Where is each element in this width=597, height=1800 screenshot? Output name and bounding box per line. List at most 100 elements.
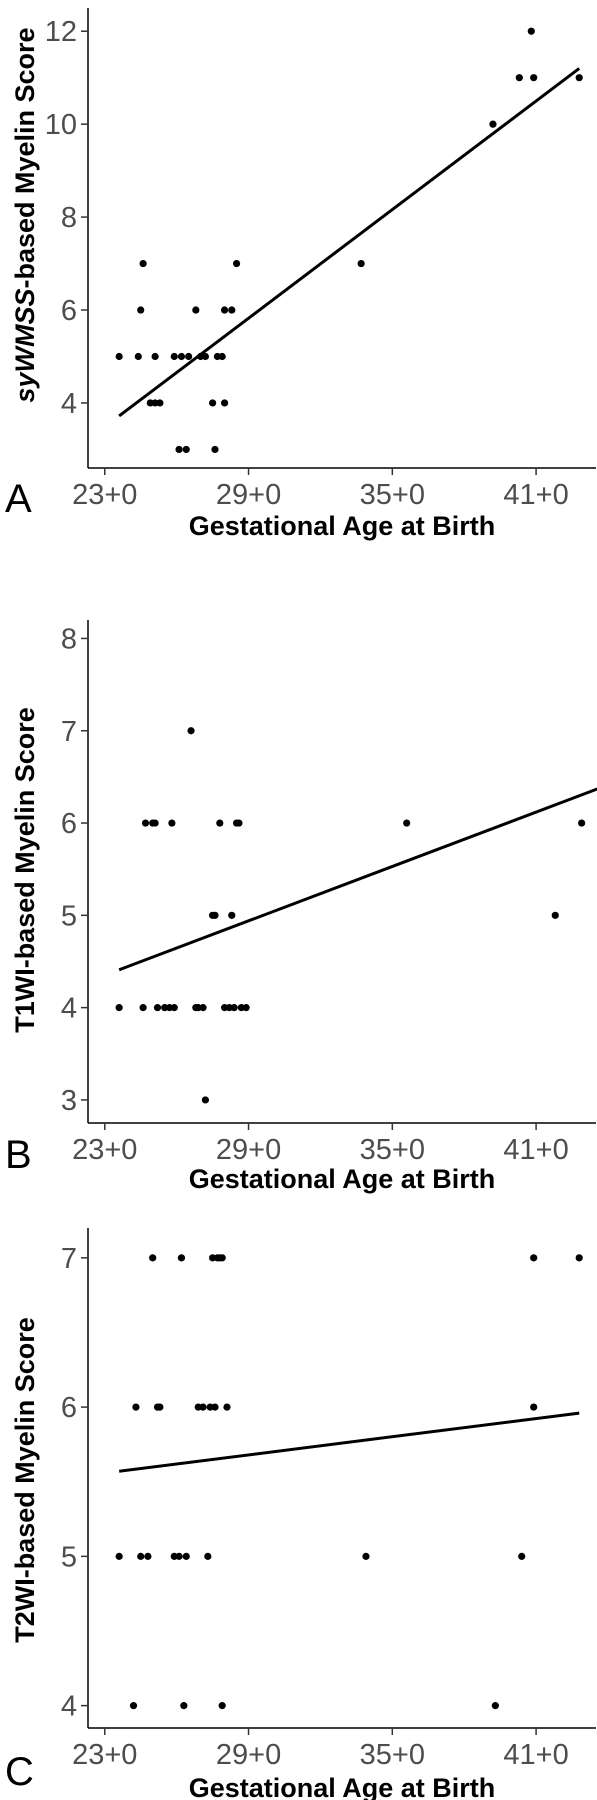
data-point — [220, 306, 229, 314]
x-tick-label: 29+0 — [216, 479, 281, 511]
y-axis-title: syWMSS-based Myelin Score — [10, 27, 40, 402]
data-point — [199, 1004, 207, 1012]
data-point — [115, 352, 123, 361]
data-point — [201, 352, 210, 361]
y-tick-label: 4 — [61, 1691, 77, 1723]
data-point — [139, 259, 147, 268]
data-point — [115, 1004, 123, 1012]
panel-letter: B — [5, 1133, 32, 1177]
y-tick-label: 6 — [61, 1392, 77, 1424]
data-point — [151, 819, 159, 827]
y-tick-label: 7 — [61, 716, 77, 748]
data-point — [518, 1552, 526, 1560]
data-point — [578, 819, 586, 827]
x-axis-title: Gestational Age at Birth — [189, 511, 496, 541]
y-axis-title: T2WI-based Myelin Score — [10, 1317, 40, 1643]
data-point — [115, 1552, 123, 1560]
data-point — [530, 1403, 538, 1411]
data-point — [230, 1004, 238, 1012]
regression-line — [118, 1411, 580, 1473]
data-point — [403, 819, 411, 827]
data-point — [201, 1096, 210, 1104]
y-axis-title: T1WI-based Myelin Score — [10, 707, 40, 1033]
data-point — [527, 27, 535, 35]
data-point — [489, 120, 497, 128]
data-point — [199, 1403, 207, 1411]
data-point — [156, 399, 164, 407]
chart-panel-c: 4 5 6 7 23+0 29+0 35+0 41+0 T2WI-based Myelin Sc… — [5, 1228, 596, 1800]
data-point — [228, 306, 236, 314]
panel-letter: C — [5, 1750, 34, 1794]
y-axis-title-part: -based Myelin Score — [10, 27, 40, 288]
panel-letter: A — [5, 477, 32, 521]
x-tick-label: 23+0 — [72, 1739, 137, 1771]
y-tick-label: 6 — [61, 808, 77, 840]
data-point — [232, 259, 241, 268]
regression-line — [118, 787, 597, 972]
data-point — [137, 1552, 145, 1560]
data-point — [139, 1004, 147, 1012]
data-point — [530, 74, 538, 82]
data-point — [177, 352, 186, 361]
data-point — [216, 819, 224, 827]
data-point — [137, 306, 145, 314]
data-point — [218, 352, 226, 361]
y-tick-label: 5 — [61, 900, 77, 932]
y-tick-label: 12 — [45, 16, 77, 48]
x-tick-label: 35+0 — [360, 1134, 425, 1166]
data-point — [575, 1254, 583, 1262]
x-tick-label: 29+0 — [216, 1134, 281, 1166]
data-point — [218, 1702, 226, 1710]
data-point — [168, 819, 176, 827]
data-point — [530, 1254, 538, 1262]
y-tick-label: 5 — [61, 1541, 77, 1573]
data-point — [153, 1004, 162, 1012]
data-point — [204, 1552, 212, 1560]
data-point — [220, 399, 229, 407]
data-point — [187, 727, 195, 735]
data-point — [151, 352, 159, 361]
data-point — [228, 911, 236, 919]
data-point — [170, 1004, 178, 1012]
y-axis-title-part: T1WI-based Myelin Score — [10, 707, 40, 1033]
data-point — [141, 819, 150, 827]
x-tick-label: 41+0 — [503, 1134, 568, 1166]
data-point — [156, 1403, 164, 1411]
data-point — [192, 306, 200, 314]
data-point — [242, 1004, 250, 1012]
y-tick-label: 7 — [61, 1243, 77, 1275]
x-tick-label: 35+0 — [360, 1739, 425, 1771]
data-point — [175, 1552, 183, 1560]
x-tick-label: 23+0 — [72, 1134, 137, 1166]
data-point — [182, 1552, 190, 1560]
data-point — [218, 1254, 226, 1262]
regression-line — [118, 67, 581, 418]
data-point — [357, 259, 365, 268]
y-tick-label: 3 — [61, 1085, 77, 1117]
x-tick-label: 35+0 — [360, 479, 425, 511]
data-point — [177, 1254, 186, 1262]
data-point — [235, 819, 243, 827]
data-point — [491, 1702, 499, 1710]
data-point — [134, 352, 142, 361]
data-point — [175, 445, 183, 454]
data-point — [551, 911, 559, 919]
y-tick-label: 4 — [61, 993, 77, 1025]
data-point — [182, 445, 190, 454]
data-point — [144, 1552, 152, 1560]
data-point — [211, 1403, 219, 1411]
chart-panel-b: 3 4 5 6 7 8 23+0 29+0 35+0 41+0 T1WI-based Myelin … — [5, 620, 597, 1194]
y-tick-label: 8 — [61, 202, 77, 234]
data-point — [132, 1403, 140, 1411]
chart-panel-a: 4 6 8 10 12 23+0 29+0 35+0 41+0 syWMSS-based Myel… — [5, 8, 596, 541]
y-tick-label: 4 — [61, 388, 77, 420]
x-tick-label: 41+0 — [503, 479, 568, 511]
y-axis-title-part: syWMSS — [10, 289, 40, 403]
data-point — [515, 74, 523, 82]
y-tick-label: 8 — [61, 623, 77, 655]
data-point — [211, 445, 219, 454]
y-axis-title-part: T2WI-based Myelin Score — [10, 1317, 40, 1643]
data-point — [209, 399, 217, 407]
x-tick-label: 23+0 — [72, 479, 137, 511]
